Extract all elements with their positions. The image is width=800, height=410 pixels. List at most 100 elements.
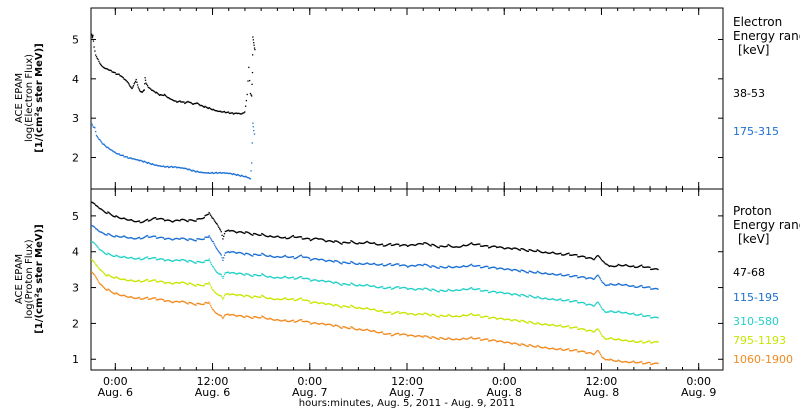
proton-data-point bbox=[581, 255, 583, 257]
proton-data-point bbox=[613, 265, 615, 268]
proton-data-point bbox=[163, 218, 165, 221]
proton-data-point bbox=[409, 313, 411, 315]
electron-data-point bbox=[95, 134, 98, 137]
proton-data-point bbox=[611, 265, 613, 267]
proton-data-point bbox=[606, 358, 608, 361]
proton-data-point bbox=[606, 263, 608, 266]
proton-data-point bbox=[579, 255, 581, 258]
proton-data-point bbox=[418, 313, 420, 315]
proton-data-point bbox=[628, 285, 630, 287]
proton-data-point bbox=[108, 233, 110, 235]
proton-data-point bbox=[355, 285, 358, 287]
proton-data-point bbox=[211, 308, 214, 310]
proton-data-point bbox=[91, 241, 94, 243]
proton-data-point bbox=[526, 296, 529, 298]
proton-data-point bbox=[362, 242, 364, 245]
proton-data-point bbox=[517, 343, 519, 345]
electron-data-point bbox=[112, 150, 114, 152]
proton-data-point bbox=[280, 237, 282, 239]
proton-data-point bbox=[361, 329, 363, 331]
proton-data-point bbox=[242, 273, 244, 276]
electron-data-point bbox=[108, 147, 110, 149]
electron-data-point bbox=[234, 173, 236, 176]
proton-data-point bbox=[616, 360, 619, 362]
proton-data-point bbox=[121, 278, 124, 281]
proton-data-point bbox=[408, 265, 410, 267]
proton-data-point bbox=[492, 266, 494, 268]
proton-data-point bbox=[605, 311, 607, 314]
proton-data-point bbox=[95, 244, 97, 246]
proton-data-point bbox=[482, 266, 484, 268]
proton-data-point bbox=[380, 263, 382, 266]
proton-data-point bbox=[285, 320, 287, 322]
proton-data-point bbox=[112, 277, 115, 279]
proton-data-point bbox=[492, 339, 495, 341]
proton-data-point bbox=[479, 290, 482, 292]
electron-data-point bbox=[174, 166, 176, 168]
proton-data-point bbox=[249, 295, 251, 298]
electron-legend: Electron Energy range [keV] 38-53 175-31… bbox=[733, 15, 800, 138]
proton-data-point bbox=[199, 284, 201, 286]
electron-data-point bbox=[120, 154, 123, 157]
electron-data-point bbox=[237, 112, 239, 115]
proton-data-point bbox=[185, 283, 188, 285]
proton-data-point bbox=[253, 295, 256, 297]
proton-data-point bbox=[487, 265, 489, 268]
proton-data-point bbox=[144, 279, 146, 282]
proton-data-point bbox=[441, 337, 444, 339]
proton-data-point bbox=[563, 300, 565, 302]
proton-data-point bbox=[171, 283, 173, 285]
proton-data-point bbox=[180, 300, 182, 303]
proton-data-point bbox=[290, 320, 292, 322]
proton-data-point bbox=[444, 290, 446, 292]
proton-data-point bbox=[518, 270, 521, 273]
proton-data-point bbox=[261, 253, 264, 255]
proton-data-point bbox=[257, 234, 259, 236]
electron-data-point bbox=[135, 78, 137, 81]
proton-data-point bbox=[297, 256, 299, 258]
proton-data-point bbox=[600, 333, 602, 336]
proton-data-point bbox=[156, 299, 158, 301]
proton-data-point bbox=[564, 254, 566, 256]
proton-data-point bbox=[542, 347, 544, 349]
proton-data-point bbox=[307, 237, 309, 240]
proton-data-point bbox=[635, 314, 637, 316]
proton-data-point bbox=[629, 313, 632, 315]
electron-data-point bbox=[155, 92, 157, 94]
proton-data-point bbox=[236, 294, 239, 296]
electron-data-point bbox=[94, 127, 96, 129]
proton-data-point bbox=[153, 297, 155, 299]
proton-data-point bbox=[551, 251, 553, 254]
proton-data-point bbox=[197, 218, 199, 220]
proton-data-point bbox=[511, 248, 513, 250]
proton-data-point bbox=[271, 276, 273, 279]
proton-data-point bbox=[217, 294, 219, 296]
proton-data-point bbox=[412, 265, 414, 267]
electron-data-point bbox=[252, 36, 254, 38]
proton-data-point bbox=[522, 319, 524, 322]
proton-data-point bbox=[312, 322, 314, 324]
proton-data-point bbox=[108, 233, 111, 235]
proton-data-point bbox=[200, 303, 202, 305]
proton-data-point bbox=[499, 317, 501, 319]
proton-data-point bbox=[517, 269, 519, 272]
proton-data-point bbox=[189, 219, 192, 221]
proton-data-point bbox=[603, 261, 605, 263]
proton-data-point bbox=[111, 214, 113, 216]
proton-data-point bbox=[441, 315, 444, 317]
proton-data-point bbox=[291, 298, 294, 300]
proton-data-point bbox=[589, 277, 591, 279]
proton-data-point bbox=[252, 297, 254, 299]
electron-data-point bbox=[162, 165, 164, 167]
proton-data-point bbox=[248, 316, 250, 318]
proton-data-point bbox=[298, 298, 300, 300]
proton-data-point bbox=[423, 312, 425, 315]
proton-data-point bbox=[99, 231, 102, 233]
proton-data-point bbox=[194, 240, 197, 242]
proton-data-point bbox=[609, 265, 611, 267]
proton-data-point bbox=[261, 233, 264, 235]
proton-data-point bbox=[175, 259, 177, 261]
proton-data-point bbox=[253, 295, 255, 297]
proton-data-point bbox=[594, 256, 597, 259]
proton-data-point bbox=[532, 345, 534, 348]
